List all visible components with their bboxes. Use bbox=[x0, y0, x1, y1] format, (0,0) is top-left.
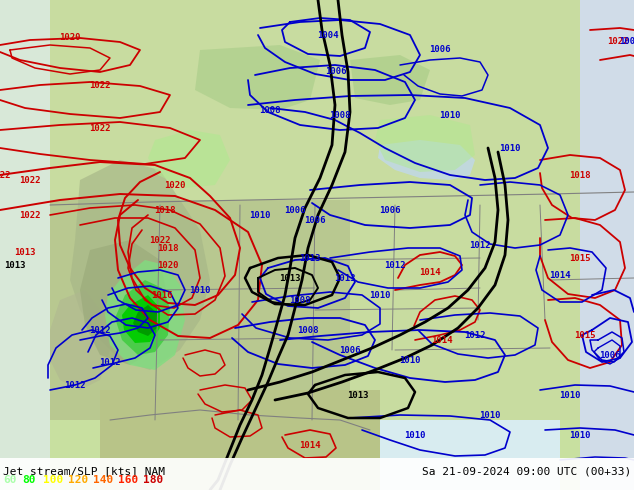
Polygon shape bbox=[148, 130, 230, 188]
Polygon shape bbox=[350, 55, 430, 105]
Text: 1022: 1022 bbox=[19, 175, 41, 185]
Text: 1006: 1006 bbox=[429, 46, 451, 54]
Text: 1022: 1022 bbox=[607, 38, 629, 47]
Text: 1010: 1010 bbox=[249, 211, 271, 220]
Text: 1010: 1010 bbox=[499, 144, 521, 152]
Bar bbox=[0, 458, 634, 490]
Text: 1015: 1015 bbox=[574, 330, 596, 340]
Text: 140: 140 bbox=[93, 475, 113, 485]
Text: 1013: 1013 bbox=[334, 273, 356, 283]
Bar bbox=[300, 420, 560, 490]
Text: 1018: 1018 bbox=[569, 171, 591, 179]
Polygon shape bbox=[378, 140, 475, 180]
Text: 1013: 1013 bbox=[299, 253, 321, 263]
Text: 1012: 1012 bbox=[64, 381, 86, 390]
Text: 1004: 1004 bbox=[619, 38, 634, 47]
Text: 1012: 1012 bbox=[384, 261, 406, 270]
Text: 1012: 1012 bbox=[89, 325, 111, 335]
Polygon shape bbox=[122, 295, 160, 343]
Polygon shape bbox=[195, 45, 320, 110]
Text: 1022: 1022 bbox=[89, 80, 111, 90]
Text: 1018: 1018 bbox=[154, 205, 176, 215]
Text: 1010: 1010 bbox=[190, 286, 210, 294]
Polygon shape bbox=[80, 240, 170, 365]
Text: 1016: 1016 bbox=[152, 291, 172, 299]
Text: Jet stream/SLP [kts] NAM: Jet stream/SLP [kts] NAM bbox=[3, 466, 165, 476]
Text: 60: 60 bbox=[3, 475, 16, 485]
Text: 1014: 1014 bbox=[431, 336, 453, 344]
Text: 1013: 1013 bbox=[14, 247, 36, 256]
Text: 160: 160 bbox=[118, 475, 138, 485]
Text: 1020: 1020 bbox=[157, 261, 179, 270]
Polygon shape bbox=[70, 160, 210, 370]
Text: 1010: 1010 bbox=[569, 431, 591, 440]
Text: 1006: 1006 bbox=[599, 350, 621, 360]
Text: 1006: 1006 bbox=[325, 68, 347, 76]
Text: 80: 80 bbox=[22, 475, 36, 485]
Text: 180: 180 bbox=[143, 475, 163, 485]
Text: 1006: 1006 bbox=[339, 345, 361, 354]
Text: 100: 100 bbox=[43, 475, 63, 485]
Text: 1010: 1010 bbox=[404, 431, 426, 440]
Bar bbox=[0, 0, 50, 490]
Text: 1008: 1008 bbox=[259, 105, 281, 115]
Text: 1006: 1006 bbox=[304, 216, 326, 224]
Polygon shape bbox=[133, 305, 157, 336]
Polygon shape bbox=[375, 115, 475, 172]
Text: 1022: 1022 bbox=[19, 211, 41, 220]
Text: 1010: 1010 bbox=[369, 291, 391, 299]
Text: 1010: 1010 bbox=[439, 111, 461, 120]
Text: 1010: 1010 bbox=[399, 356, 421, 365]
Polygon shape bbox=[105, 260, 185, 370]
Text: 1004: 1004 bbox=[317, 31, 339, 41]
Text: 1012: 1012 bbox=[100, 358, 120, 367]
Text: 1012: 1012 bbox=[464, 330, 486, 340]
Bar bbox=[360, 140, 460, 220]
Text: 120: 120 bbox=[68, 475, 88, 485]
Text: 1012: 1012 bbox=[469, 241, 491, 249]
Text: 1006: 1006 bbox=[379, 205, 401, 215]
Bar bbox=[100, 390, 380, 490]
Text: 1013: 1013 bbox=[347, 391, 369, 399]
Text: 1014: 1014 bbox=[549, 270, 571, 279]
Bar bbox=[50, 0, 580, 200]
Text: 1013: 1013 bbox=[279, 273, 301, 283]
Text: 1008: 1008 bbox=[329, 111, 351, 120]
Bar bbox=[350, 200, 580, 420]
Bar bbox=[580, 0, 634, 490]
Text: 1010: 1010 bbox=[479, 411, 501, 419]
Text: 1013: 1013 bbox=[4, 261, 26, 270]
Text: 1022: 1022 bbox=[149, 236, 171, 245]
Polygon shape bbox=[50, 290, 110, 390]
Text: 1008: 1008 bbox=[297, 325, 319, 335]
Text: 1022: 1022 bbox=[89, 123, 111, 132]
Text: 1014: 1014 bbox=[299, 441, 321, 449]
Text: 1010: 1010 bbox=[559, 391, 581, 399]
Text: 1022: 1022 bbox=[0, 171, 11, 179]
Text: 1006: 1006 bbox=[284, 205, 306, 215]
Text: 1018: 1018 bbox=[157, 244, 179, 252]
Bar bbox=[50, 200, 350, 420]
Text: 1008: 1008 bbox=[289, 295, 311, 304]
Text: 1014: 1014 bbox=[419, 268, 441, 276]
Text: 1020: 1020 bbox=[164, 180, 186, 190]
Text: 1020: 1020 bbox=[59, 33, 81, 43]
Text: 1015: 1015 bbox=[569, 253, 591, 263]
Polygon shape bbox=[115, 280, 170, 355]
Text: Sa 21-09-2024 09:00 UTC (00+33): Sa 21-09-2024 09:00 UTC (00+33) bbox=[422, 466, 631, 476]
